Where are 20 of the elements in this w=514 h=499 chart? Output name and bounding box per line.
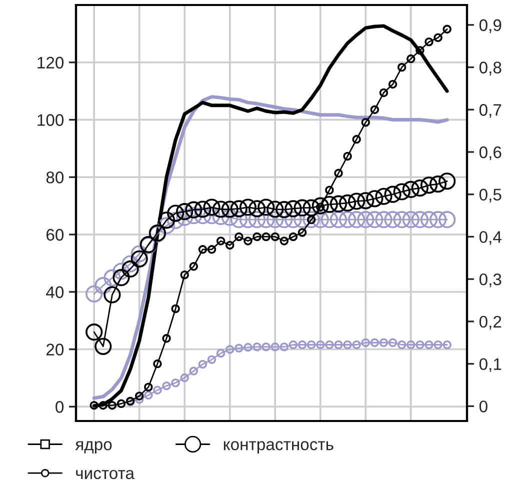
y2-tick-label: 0,2: [479, 316, 502, 330]
y-tick-label: 120: [38, 56, 64, 69]
y2-tick-label: 0: [479, 400, 488, 412]
y-tick-label: 80: [46, 172, 64, 184]
y2-tick-label: 0,1: [479, 358, 502, 372]
legend-label: контрастность: [224, 441, 334, 454]
y-tick-label: 20: [46, 344, 64, 356]
y2-tick-label: 0,9: [479, 19, 502, 34]
y-tick-label: 60: [46, 228, 64, 241]
y2-tick-label: 0,8: [479, 62, 502, 76]
y-tick-label: 100: [38, 114, 64, 126]
legend-label: ядро: [75, 441, 112, 454]
y2-tick-label: 0,5: [479, 188, 502, 203]
y2-tick-label: 0,4: [479, 231, 502, 245]
y2-tick-label: 0,7: [479, 104, 502, 118]
y2-tick-label: 0,6: [479, 146, 502, 160]
legend-label: чистота: [76, 470, 134, 480]
y2-tick-label: 0,3: [479, 273, 502, 288]
y-tick-label: 40: [46, 286, 64, 298]
y-tick-label: 0: [56, 401, 64, 413]
